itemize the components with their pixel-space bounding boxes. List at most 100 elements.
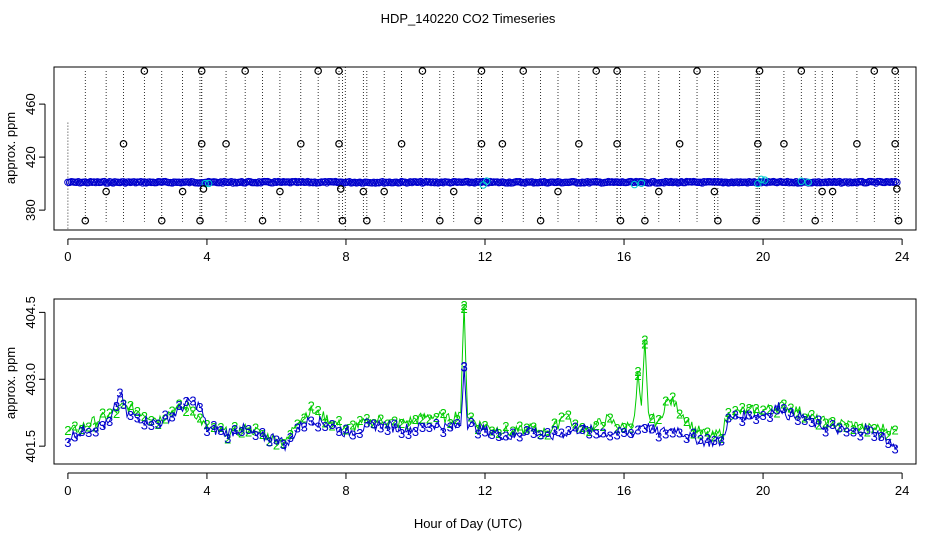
data-point (109, 179, 117, 187)
blue-series-marker: 3 (481, 424, 488, 439)
data-point (792, 177, 800, 186)
green-series-marker: 2 (857, 421, 864, 436)
green-series-marker: 2 (683, 414, 690, 429)
data-point (835, 177, 844, 186)
top-y-axis-label: approx. ppm (3, 112, 18, 184)
blue-series-marker: 3 (356, 426, 363, 441)
outlier-point-low (81, 216, 90, 225)
green-series-marker: 2 (440, 406, 447, 421)
blue-series-marker: 3 (85, 425, 92, 440)
blue-series-marker: 3 (217, 423, 224, 438)
green-series-marker: 2 (843, 420, 850, 435)
data-point (100, 177, 109, 186)
data-point (646, 179, 654, 187)
data-point (463, 177, 472, 186)
blue-series-marker: 3 (231, 422, 238, 437)
blue-series-marker: 3 (245, 422, 252, 437)
green-series-marker: 2 (169, 403, 176, 418)
outlier-point-mid (498, 140, 507, 148)
blue-series-marker: 3 (704, 431, 711, 446)
green-series-marker: 2 (134, 404, 141, 419)
blue-series-marker: 3 (384, 423, 391, 438)
x-tick-label: 24 (895, 249, 909, 264)
blue-series-marker: 3 (405, 427, 412, 442)
green-series-marker: 2 (787, 401, 794, 416)
x-tick-label: 12 (478, 483, 492, 498)
blue-series-marker: 3 (565, 423, 572, 438)
green-series-marker: 2 (773, 405, 780, 420)
blue-series-peak-marker: 3 (461, 359, 468, 374)
blue-series-marker: 3 (579, 422, 586, 437)
blue-series-marker: 3 (454, 416, 461, 431)
data-point (119, 178, 128, 186)
data-point (681, 178, 689, 187)
blue-series-marker: 3 (690, 426, 697, 441)
blue-series-marker: 3 (871, 429, 878, 444)
blue-series-marker: 3 (134, 410, 141, 425)
green-series-marker: 2 (523, 420, 530, 435)
data-point (698, 179, 706, 187)
data-point (858, 177, 866, 186)
green-series-marker: 2 (245, 425, 252, 440)
blue-series-marker: 3 (558, 425, 565, 440)
blue-series-marker: 3 (467, 415, 474, 430)
blue-series-marker: 3 (613, 428, 620, 443)
green-series-marker: 2 (461, 298, 468, 313)
green-series-peak-marker: 2 (461, 301, 468, 316)
blue-series-marker: 3 (419, 420, 426, 435)
green-series-marker: 2 (488, 423, 495, 438)
outlier-point-mid2 (178, 187, 187, 196)
green-series-marker: 2 (474, 422, 481, 437)
blue-series-marker: 3 (808, 415, 815, 430)
green-series-marker: 2 (294, 417, 301, 432)
data-point (241, 179, 249, 187)
blue-series-marker: 3 (885, 436, 892, 451)
blue-series-marker: 3 (627, 426, 634, 441)
green-series-marker: 2 (335, 413, 342, 428)
data-point (304, 177, 312, 186)
green-series-marker: 2 (634, 364, 641, 379)
blue-series-marker: 3 (655, 430, 662, 445)
green-series-marker: 2 (398, 416, 405, 431)
green-series-marker: 2 (106, 406, 113, 421)
outlier-point-below (336, 185, 345, 193)
green-series-peak-marker: 2 (641, 337, 648, 352)
outlier-point-below (199, 185, 208, 193)
blue-series-marker: 3 (600, 426, 607, 441)
blue-series-marker: 3 (461, 360, 468, 375)
blue-series-marker: 3 (523, 423, 530, 438)
blue-series-marker: 3 (196, 400, 203, 415)
blue-series-marker: 3 (252, 428, 259, 443)
green-series-marker: 2 (162, 412, 169, 427)
blue-series-marker: 3 (739, 414, 746, 429)
data-point (842, 178, 851, 186)
outlier-point-low (536, 216, 545, 225)
green-series-marker: 2 (746, 401, 753, 416)
data-point (396, 178, 404, 187)
green-series-marker: 2 (871, 421, 878, 436)
blue-series-marker: 3 (697, 432, 704, 447)
outlier-point-low (641, 216, 649, 225)
blue-series-marker: 3 (683, 431, 690, 446)
green-series-marker: 2 (530, 420, 537, 435)
green-series-marker: 2 (600, 419, 607, 434)
blue-series-marker: 3 (328, 417, 335, 432)
blue-series-marker: 3 (766, 410, 773, 425)
green-series-marker: 2 (481, 418, 488, 433)
blue-series-marker: 3 (648, 421, 655, 436)
bottom-plot-frame (53, 298, 917, 465)
green-series-marker: 2 (641, 332, 648, 347)
green-series-marker: 2 (648, 411, 655, 426)
blue-series-marker: 3 (71, 430, 78, 445)
outlier-point-mid2 (449, 187, 458, 196)
blue-series-marker: 3 (676, 425, 683, 440)
green-series-marker: 2 (231, 419, 238, 434)
data-point (649, 177, 658, 186)
green-series-marker: 2 (794, 406, 801, 421)
green-series-marker: 2 (315, 403, 322, 418)
blue-series-marker: 3 (335, 424, 342, 439)
green-series-marker: 2 (766, 402, 773, 417)
blue-series-marker: 3 (551, 423, 558, 438)
blue-series-marker: 3 (586, 426, 593, 441)
